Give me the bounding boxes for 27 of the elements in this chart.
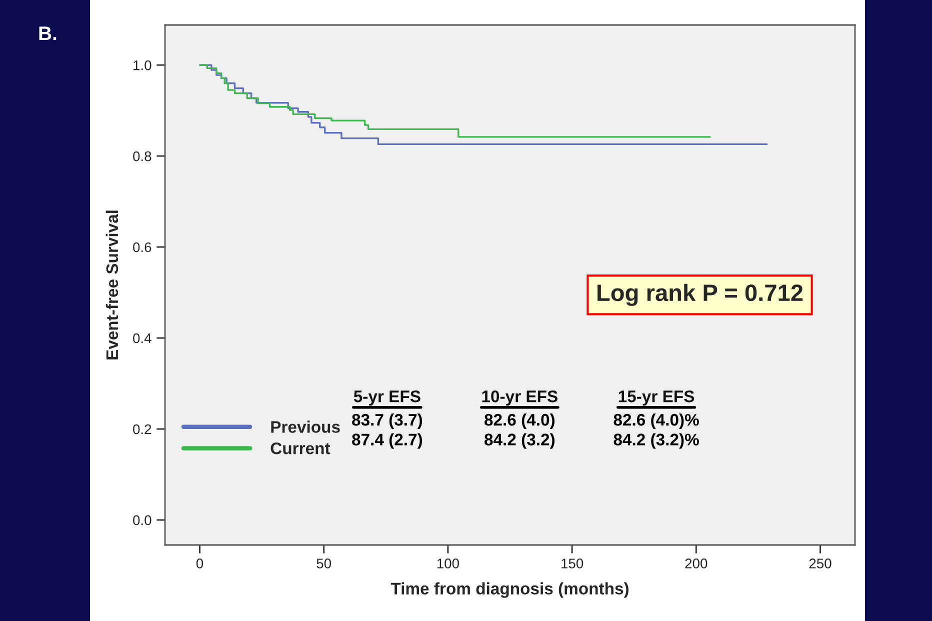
text: B. [39, 26, 56, 40]
y-tick-label: 0.8 [133, 151, 152, 162]
x-tick-label: 150 [562, 558, 584, 568]
y-tick-label: 0.4 [133, 333, 152, 344]
x-tick-label: 0 [196, 558, 204, 568]
y-axis-title: Event-free Survival [106, 210, 118, 360]
y-tick-label: 0.0 [133, 515, 152, 526]
y-tick-label: 1.0 [134, 60, 152, 70]
x-tick-label: 250 [809, 558, 832, 568]
x-tick-label: 200 [685, 558, 708, 568]
annotation: Log rank P = 0.712 [598, 284, 803, 306]
annotation: 10-yr EFS [482, 390, 558, 406]
annotation: 82.6 (4.0)% [614, 413, 699, 430]
x-tick-label: 50 [316, 558, 332, 568]
annotation: 15-yr EFS [618, 390, 694, 406]
annotation: 82.6 (4.0) [484, 413, 555, 430]
y-tick-label: 0.2 [133, 424, 152, 434]
x-axis-title: Time from diagnosis (months) [390, 582, 628, 598]
y-tick-label: 0.6 [133, 242, 152, 252]
annotation: 5-yr EFS [354, 390, 420, 406]
x-tick-label: 100 [437, 558, 459, 568]
legend-label: Current [270, 442, 330, 454]
annotation: 84.2 (3.2)% [614, 433, 699, 449]
annotation: 83.7 (3.7) [352, 413, 422, 430]
annotation: 87.4 (2.7) [352, 433, 422, 449]
annotation: 84.2 (3.2) [484, 433, 555, 449]
legend-label: Previous [271, 420, 340, 433]
